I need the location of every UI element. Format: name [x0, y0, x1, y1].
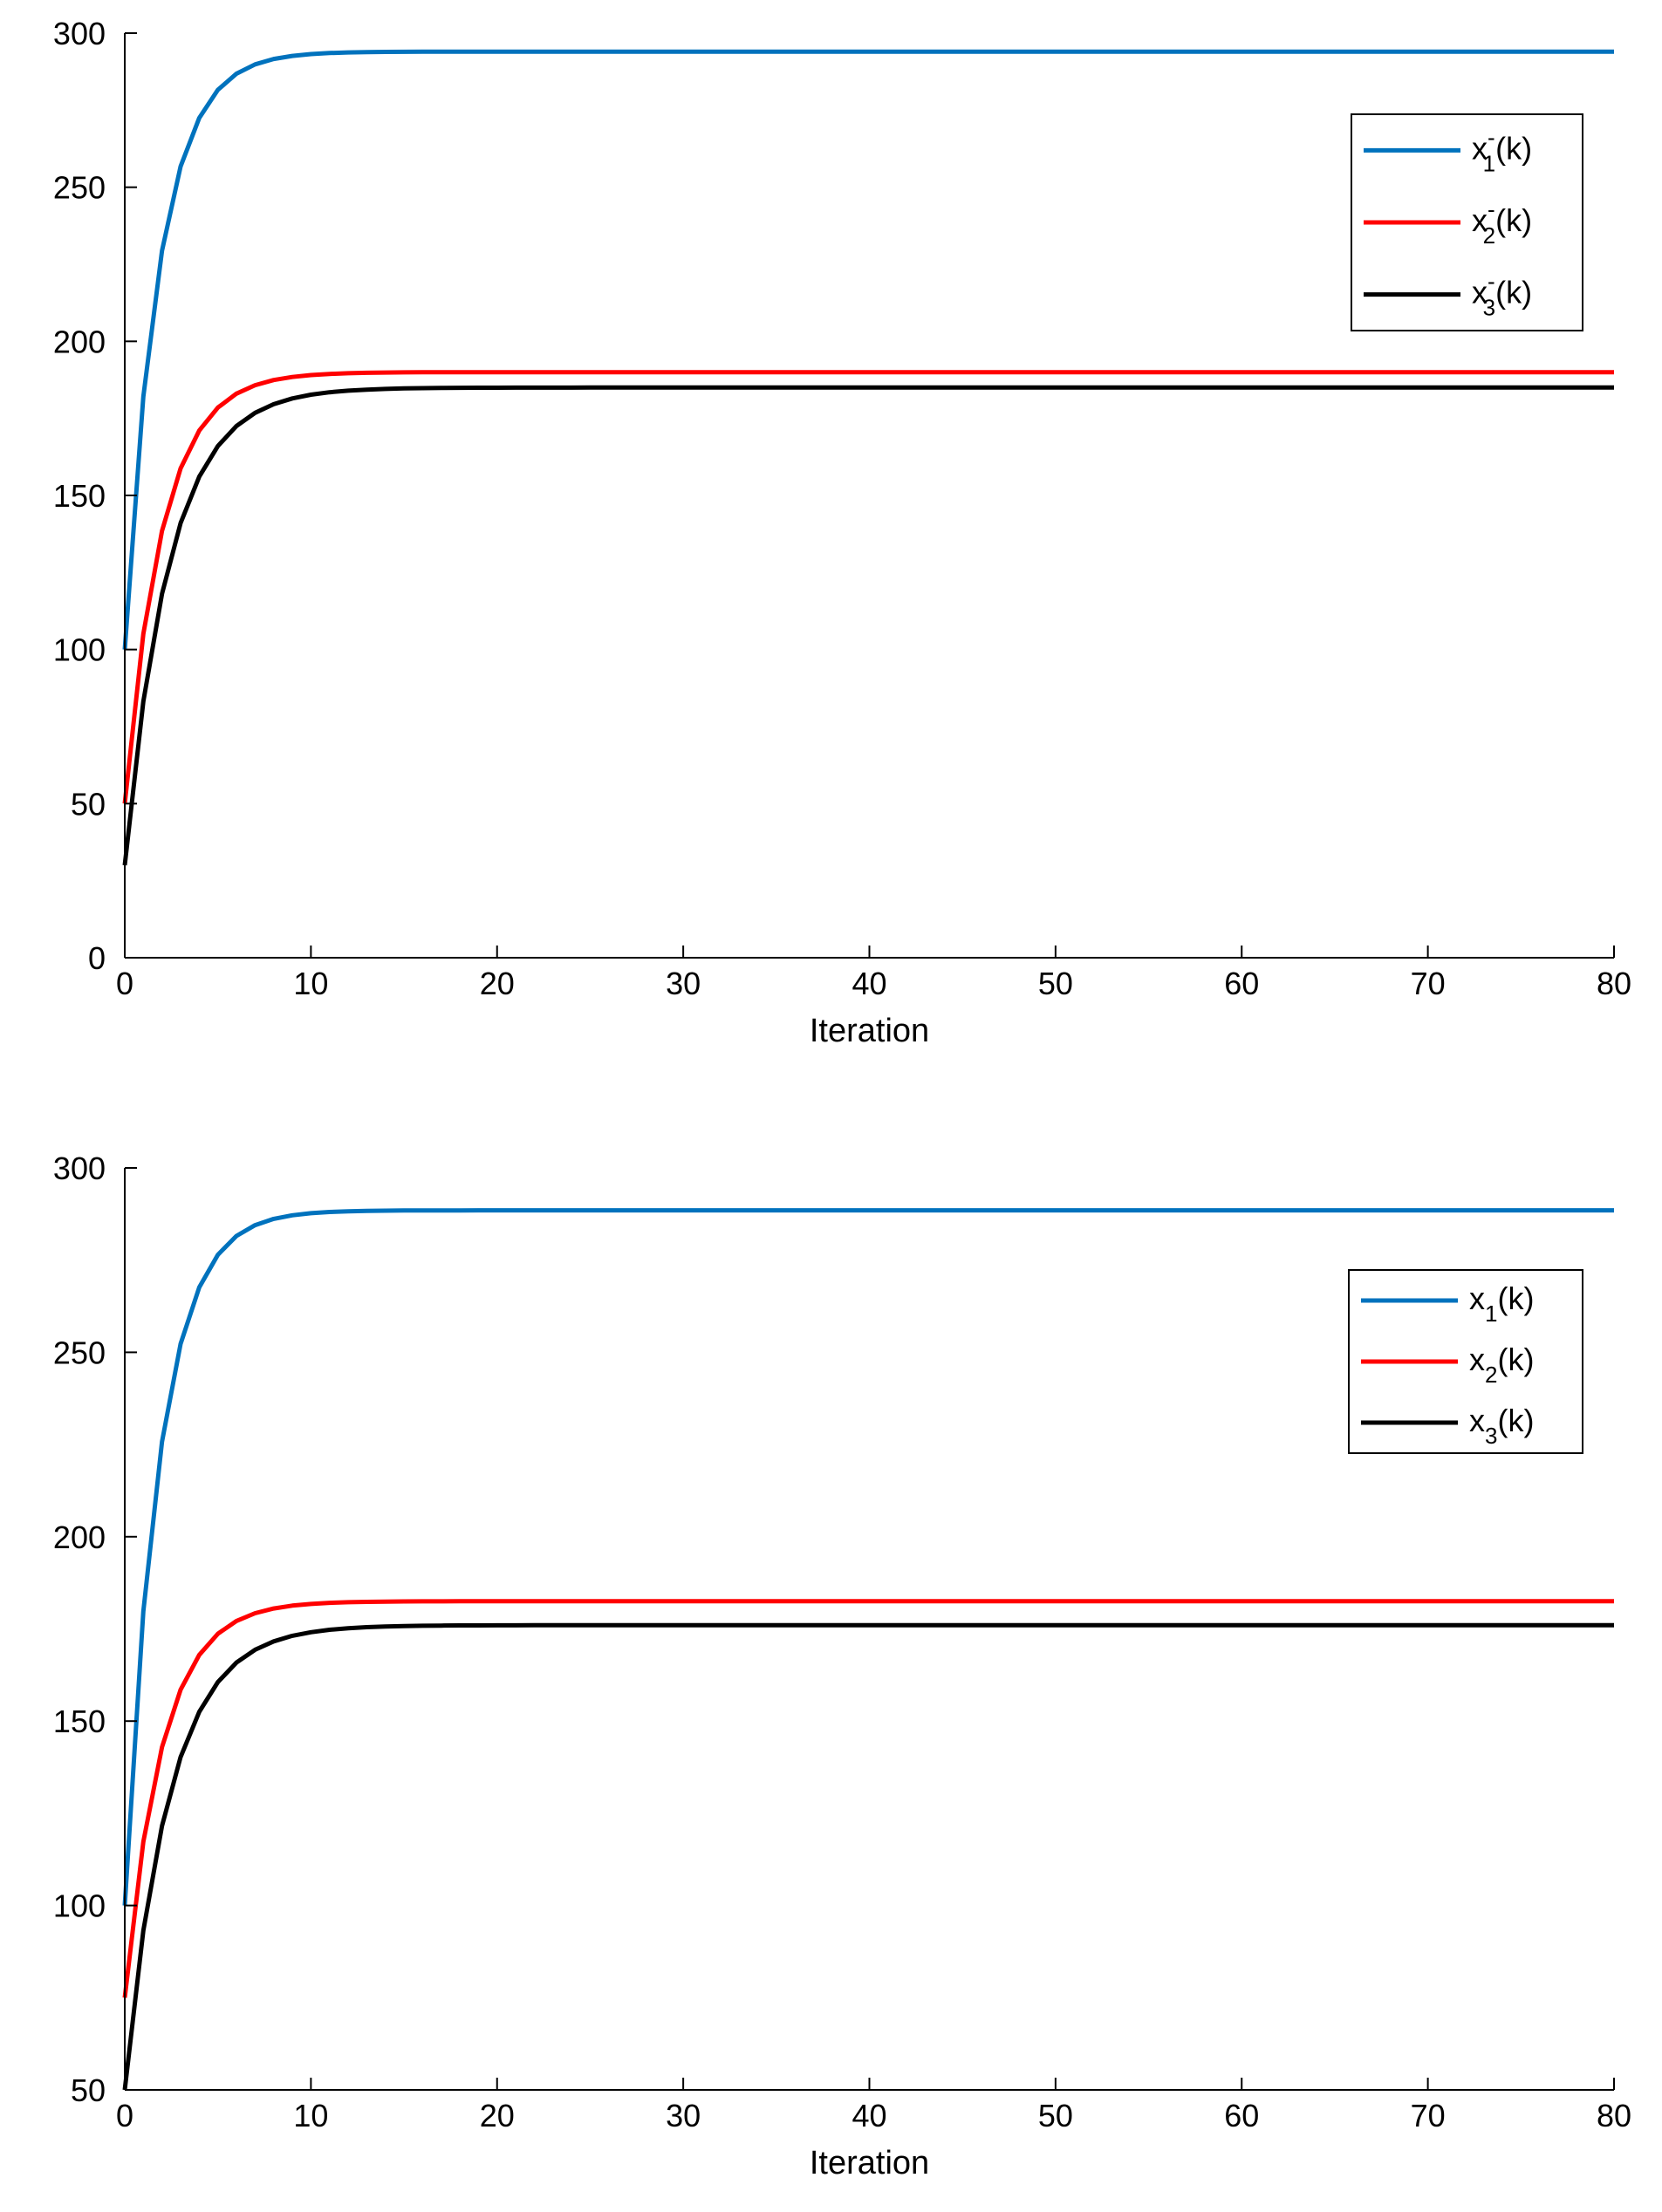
y-tick-label: 300	[53, 16, 106, 51]
x-tick-label: 10	[293, 2098, 328, 2133]
x-tick-label: 80	[1597, 966, 1631, 1001]
legend-entry-3: x-3(k)	[1472, 269, 1532, 321]
legend-entry-sup: -	[1488, 124, 1495, 150]
x-tick-label: 80	[1597, 2098, 1631, 2133]
x-tick-label: 40	[852, 966, 886, 1001]
series-line-1	[122, 1208, 1614, 1906]
x-axis-label: Iteration	[810, 2145, 929, 2181]
legend-entry-sub: 1	[1483, 150, 1495, 176]
x-tick-label: 60	[1224, 2098, 1259, 2133]
x-tick-label: 20	[480, 2098, 515, 2133]
series-line-3	[122, 385, 1614, 866]
series-line-3	[122, 1622, 1614, 2091]
y-tick-label: 50	[71, 2072, 106, 2108]
y-tick-label: 0	[88, 940, 106, 976]
legend: x-1(k)x-2(k)x-3(k)	[1351, 113, 1583, 331]
legend-entry-1: x-1(k)	[1472, 124, 1532, 176]
x-tick-label: 0	[116, 966, 133, 1001]
x-tick-label: 50	[1038, 2098, 1073, 2133]
legend-entry-base: x	[1469, 1403, 1485, 1438]
legend-entry-sup: -	[1488, 196, 1495, 222]
x-tick-label: 10	[293, 966, 328, 1001]
y-tick-label: 150	[53, 1703, 106, 1739]
y-tick-label: 100	[53, 632, 106, 668]
legend-entry-sub: 2	[1485, 1362, 1497, 1388]
y-tick-label: 150	[53, 478, 106, 514]
chart-panel-1: 0 10 20 30 40 50 60 70 80 0 50 100 150 200 250 300 Itera…	[53, 16, 1631, 1049]
x-axis-label: Iteration	[810, 1013, 929, 1049]
series-group	[122, 1208, 1614, 2091]
legend-entry-2: x-2(k)	[1472, 196, 1532, 249]
legend-entry-3: x3(k)	[1469, 1403, 1534, 1449]
legend-entry-sub: 3	[1485, 1423, 1497, 1449]
y-tick-label: 250	[53, 170, 106, 206]
legend-entry-sub: 2	[1483, 222, 1495, 249]
legend-entry-tail: (k)	[1497, 1280, 1534, 1316]
legend-entry-2: x2(k)	[1469, 1342, 1534, 1388]
series-line-2	[122, 1599, 1614, 1998]
series-line-2	[122, 370, 1614, 804]
legend-entry-tail: (k)	[1497, 1403, 1534, 1438]
legend-entry-base: x	[1472, 275, 1488, 311]
legend-entry-tail: (k)	[1495, 202, 1532, 238]
y-tick-label: 200	[53, 324, 106, 359]
legend-entry-sup: -	[1488, 269, 1495, 295]
x-tick-label: 70	[1411, 2098, 1446, 2133]
x-tick-label: 70	[1411, 966, 1446, 1001]
x-tick-label: 30	[666, 2098, 701, 2133]
legend: x1(k)x2(k)x3(k)	[1348, 1269, 1583, 1454]
x-tick-label: 30	[666, 966, 701, 1001]
chart-panel-2: 0 10 20 30 40 50 60 70 80 50 100 150 200 250 300 Iterat…	[53, 1150, 1631, 2181]
legend-entry-sub: 1	[1485, 1301, 1497, 1327]
legend-entry-tail: (k)	[1495, 130, 1532, 166]
series-group	[122, 49, 1614, 866]
y-tick-label: 50	[71, 786, 106, 822]
x-tick-label: 40	[852, 2098, 886, 2133]
legend-entry-1: x1(k)	[1469, 1280, 1534, 1327]
x-tick-label: 0	[116, 2098, 133, 2133]
x-tick-label: 50	[1038, 966, 1073, 1001]
legend-entry-tail: (k)	[1495, 275, 1532, 311]
legend-entry-base: x	[1472, 130, 1488, 166]
legend-entry-base: x	[1469, 1342, 1485, 1377]
legend-entry-tail: (k)	[1497, 1342, 1534, 1377]
y-tick-label: 200	[53, 1519, 106, 1555]
legend-entry-base: x	[1469, 1280, 1485, 1316]
x-tick-label: 60	[1224, 966, 1259, 1001]
y-tick-label: 300	[53, 1150, 106, 1186]
x-tick-label: 20	[480, 966, 515, 1001]
y-tick-label: 100	[53, 1888, 106, 1924]
legend-entry-sub: 3	[1483, 295, 1495, 321]
series-line-1	[122, 49, 1614, 650]
legend-entry-base: x	[1472, 202, 1488, 238]
y-tick-label: 250	[53, 1335, 106, 1370]
